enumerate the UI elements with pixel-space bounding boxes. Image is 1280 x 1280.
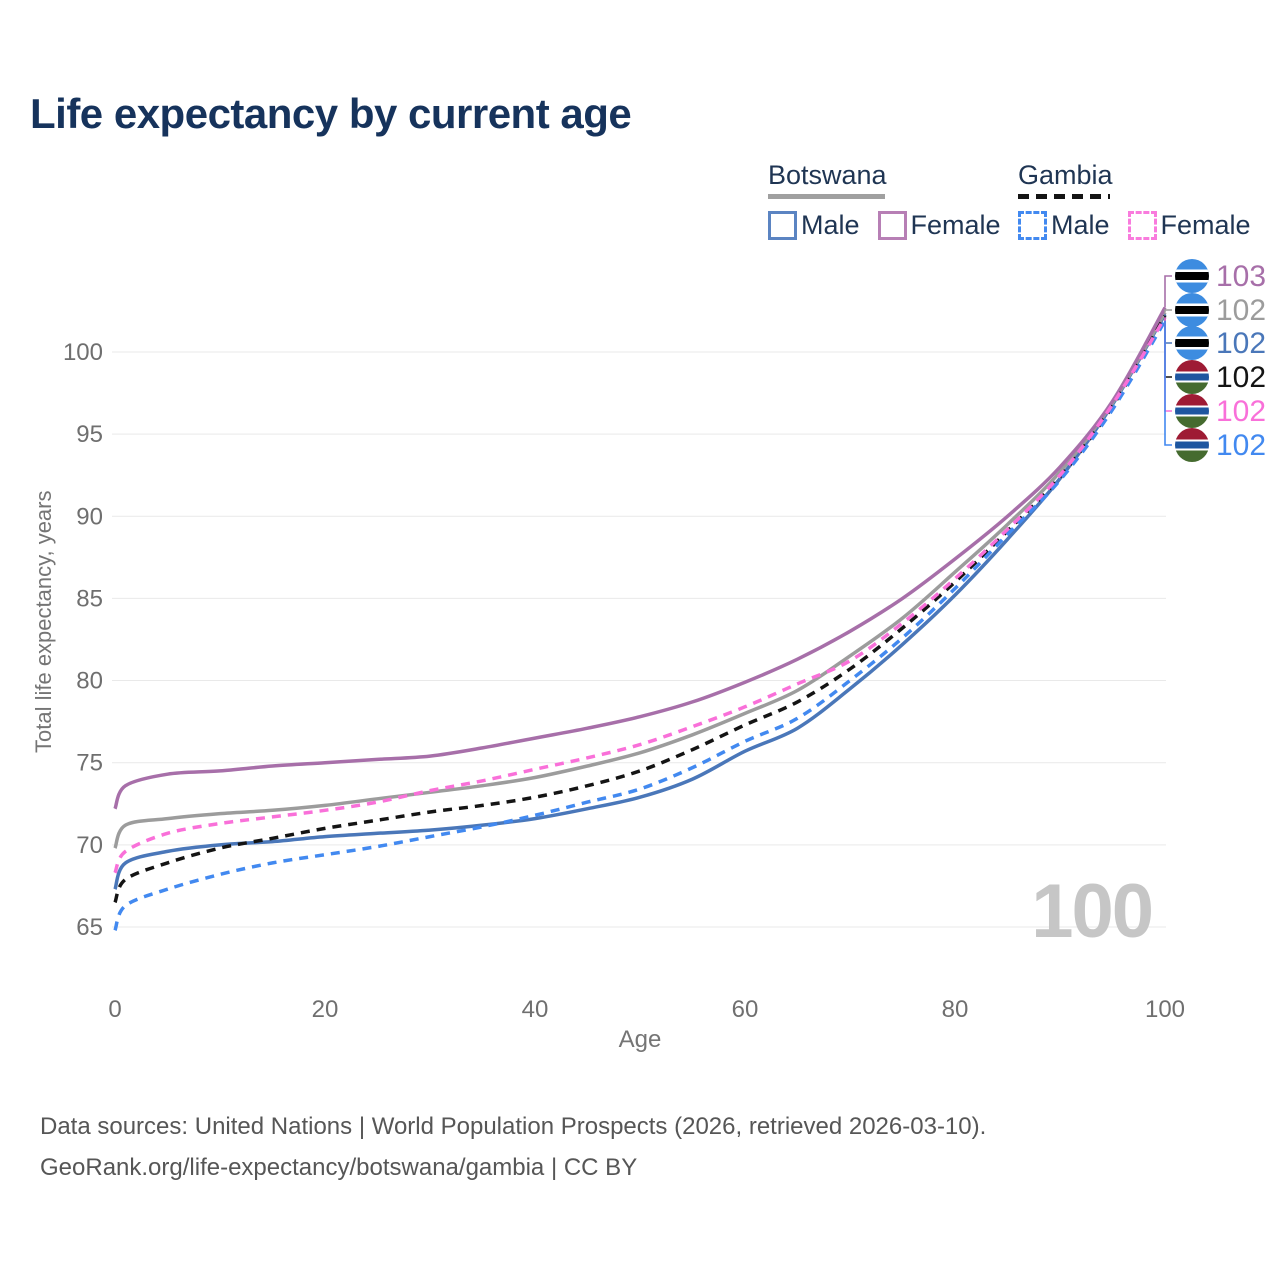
gambia-dashed-line-swatch — [1018, 194, 1110, 199]
legend-label-gambia-female: Female — [1160, 210, 1251, 240]
legend-label-gambia-male: Male — [1051, 210, 1110, 240]
legend-header-botswana: Botswana — [768, 160, 887, 190]
leader-line-gambia-male — [1164, 320, 1172, 446]
series-line-gambia-female[interactable] — [113, 316, 1167, 874]
botswana-flag-icon — [1175, 259, 1209, 293]
series-line-botswana-male[interactable] — [113, 313, 1167, 890]
y-axis-title: Total life expectancy, years — [31, 490, 56, 754]
y-tick-65: 65 — [76, 914, 103, 941]
botswana-female-checkbox[interactable] — [877, 211, 907, 240]
x-tick-40: 40 — [522, 996, 549, 1023]
y-tick-90: 90 — [76, 503, 103, 530]
page-title: Life expectancy by current age — [30, 90, 632, 137]
y-tick-85: 85 — [76, 585, 103, 612]
footer: Data sources: United Nations | World Pop… — [40, 1106, 986, 1188]
y-tick-70: 70 — [76, 832, 103, 859]
x-axis-title: Age — [618, 1026, 662, 1053]
footer-data-sources: Data sources: United Nations | World Pop… — [40, 1113, 987, 1140]
botswana-male-checkbox[interactable] — [768, 211, 797, 240]
legend-item-gambia-female[interactable]: Female — [1127, 210, 1251, 241]
botswana-flag-icon — [1175, 293, 1209, 327]
end-value-label-gambia-female: 102 — [1216, 395, 1266, 428]
legend-label-botswana-female: Female — [910, 210, 1001, 240]
end-value-label-gambia-male: 102 — [1216, 429, 1266, 462]
legend-group-gambia: Gambia Male Female — [1018, 160, 1269, 241]
x-tick-0: 0 — [108, 996, 121, 1023]
y-tick-95: 95 — [76, 421, 103, 448]
botswana-solid-line-swatch — [768, 194, 885, 199]
leader-line-botswana-both-sexes — [1164, 309, 1172, 313]
legend-item-gambia-male[interactable]: Male — [1018, 210, 1110, 241]
x-tick-60: 60 — [732, 996, 759, 1023]
x-tick-100: 100 — [1145, 996, 1185, 1023]
series-line-gambia-male[interactable] — [113, 319, 1167, 932]
y-tick-75: 75 — [76, 750, 103, 777]
gambia-female-checkbox[interactable] — [1127, 211, 1157, 240]
series-line-botswana-both-sexes[interactable] — [113, 311, 1167, 849]
series-line-botswana-female[interactable] — [113, 306, 1167, 810]
botswana-flag-icon — [1175, 326, 1209, 360]
gambia-flag-icon — [1175, 394, 1209, 428]
y-tick-80: 80 — [76, 668, 103, 695]
legend-label-botswana-male: Male — [801, 210, 860, 240]
x-tick-20: 20 — [312, 996, 339, 1023]
age-counter-watermark: 100 — [1031, 869, 1154, 954]
leader-line-botswana-female — [1164, 275, 1172, 308]
leader-line-gambia-female — [1164, 317, 1172, 412]
gambia-flag-icon — [1175, 428, 1209, 462]
gambia-flag-icon — [1175, 360, 1209, 394]
x-tick-80: 80 — [942, 996, 969, 1023]
end-value-label-botswana-female: 103 — [1216, 260, 1266, 293]
end-value-label-botswana-male: 102 — [1216, 327, 1266, 360]
series-line-gambia-both-sexes[interactable] — [113, 314, 1167, 904]
end-value-label-botswana-both-sexes: 102 — [1216, 294, 1266, 327]
legend-item-botswana-female[interactable]: Female — [877, 210, 1001, 241]
legend-group-botswana: Botswana Male Female — [768, 160, 1019, 241]
gambia-male-checkbox[interactable] — [1018, 211, 1047, 240]
footer-attribution: GeoRank.org/life-expectancy/botswana/gam… — [40, 1154, 638, 1181]
legend-header-gambia: Gambia — [1018, 160, 1113, 190]
end-value-label-gambia-both-sexes: 102 — [1216, 361, 1266, 394]
y-tick-100: 100 — [63, 339, 103, 366]
legend-item-botswana-male[interactable]: Male — [768, 210, 860, 241]
leader-line-gambia-both-sexes — [1164, 315, 1172, 378]
leader-line-botswana-male — [1164, 314, 1172, 344]
